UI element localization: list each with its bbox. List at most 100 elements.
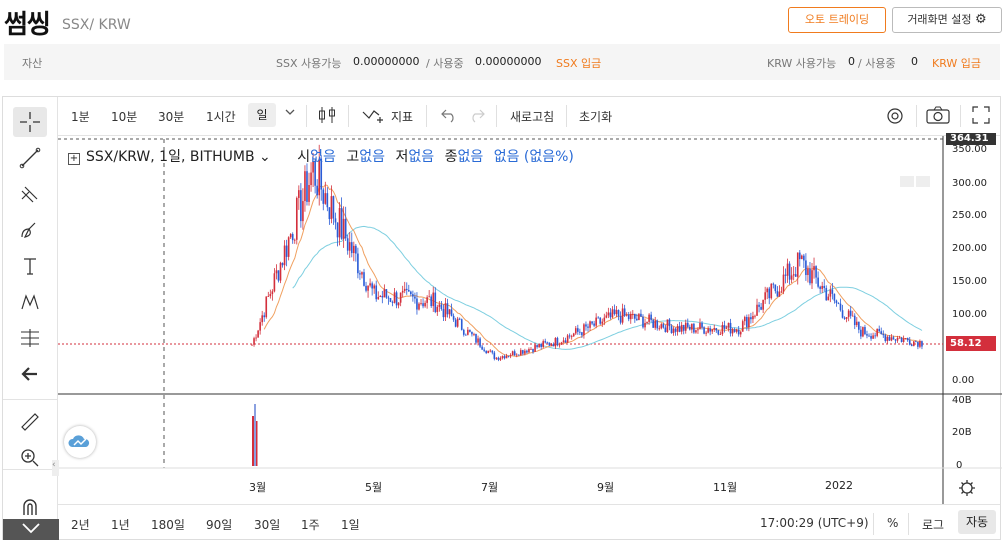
- candle-body: [389, 298, 392, 302]
- camera-icon[interactable]: [926, 106, 950, 127]
- undo-icon[interactable]: [440, 107, 458, 126]
- chart-settings-gear-icon[interactable]: [884, 105, 906, 130]
- auto-trading-button[interactable]: 오토 트레이딩: [788, 7, 886, 33]
- brush-tool[interactable]: [13, 215, 47, 245]
- pattern-tool[interactable]: [13, 287, 47, 317]
- pitchfork-tool[interactable]: [13, 179, 47, 209]
- candle-body: [756, 304, 758, 316]
- collapse-toolbar-button[interactable]: [3, 519, 59, 540]
- candle-body: [422, 303, 424, 307]
- candle-body: [668, 319, 671, 327]
- legend-symbol-chevron-icon[interactable]: ⌄: [254, 149, 271, 165]
- candle-body: [809, 268, 811, 284]
- candle-body: [666, 319, 669, 333]
- auto-scale-toggle[interactable]: 자동: [958, 510, 996, 534]
- candle-body: [607, 312, 610, 316]
- trendline-tool[interactable]: [13, 143, 47, 173]
- range-180d[interactable]: 180일: [151, 518, 185, 532]
- range-90d[interactable]: 90일: [206, 518, 233, 532]
- candle-body: [678, 325, 681, 332]
- candle-body: [291, 234, 294, 241]
- candle-body: [452, 315, 455, 320]
- candle-body: [611, 309, 614, 318]
- candle-body: [752, 315, 754, 320]
- range-1w[interactable]: 1주: [301, 518, 320, 532]
- reset-button[interactable]: 초기화: [579, 110, 613, 124]
- price-axis[interactable]: 350.00 300.00 250.00 200.00 150.00 100.0…: [946, 136, 1002, 394]
- ssx-deposit-link[interactable]: SSX 입금: [556, 57, 602, 70]
- logo-icon[interactable]: [64, 426, 96, 458]
- log-toggle[interactable]: 로그: [922, 518, 945, 532]
- candle-body: [805, 260, 807, 276]
- price-chart[interactable]: [58, 136, 1002, 504]
- candle-body: [766, 288, 769, 293]
- legend-collapse-button[interactable]: [900, 176, 914, 187]
- percent-toggle[interactable]: %: [887, 516, 899, 530]
- volume-bar: [256, 421, 258, 466]
- candle-body: [300, 190, 302, 222]
- candle-body: [890, 337, 893, 341]
- range-1d[interactable]: 1일: [341, 518, 360, 532]
- candle-body: [676, 325, 679, 332]
- legend-symbol[interactable]: SSX/KRW, 1일, BITHUMB: [86, 149, 255, 165]
- range-30d[interactable]: 30일: [254, 518, 281, 532]
- candle-body: [515, 354, 518, 356]
- range-1y[interactable]: 1년: [111, 518, 130, 532]
- volume-axis[interactable]: 40B 20B 0: [946, 394, 1002, 471]
- krw-inuse-value: 0: [911, 55, 918, 68]
- candle-body: [839, 303, 842, 311]
- candle-body: [886, 336, 889, 342]
- candle-body: [733, 329, 736, 332]
- interval-30m[interactable]: 30분: [158, 110, 185, 124]
- collapse-pane-handle[interactable]: ‹: [52, 460, 59, 476]
- candle-body: [426, 297, 428, 303]
- candle-body: [870, 336, 872, 339]
- drawing-toolbar: [3, 97, 59, 540]
- candle-body: [648, 314, 650, 322]
- candle-body: [664, 327, 667, 333]
- redo-icon[interactable]: [468, 107, 486, 126]
- candle-body: [460, 319, 463, 330]
- legend-change-value: 없음 (없음%): [493, 149, 574, 165]
- axis-settings-icon[interactable]: [958, 479, 976, 501]
- candle-body: [627, 314, 630, 320]
- candle-body: [674, 328, 677, 332]
- interval-dropdown-chevron-icon[interactable]: [284, 106, 296, 121]
- ruler-tool[interactable]: [13, 407, 47, 437]
- candle-body: [880, 331, 883, 334]
- indicators-button[interactable]: 지표: [391, 110, 414, 124]
- legend-low-value: 없음: [408, 149, 435, 165]
- fullscreen-icon[interactable]: [972, 106, 990, 127]
- candle-body: [420, 303, 422, 304]
- candle-body: [670, 326, 673, 334]
- screen-settings-button[interactable]: 거래화면 설정 ⚙: [892, 7, 1002, 33]
- time-axis[interactable]: 3월 5월 7월 9월 11월 2022: [58, 479, 944, 499]
- magnet-tool[interactable]: [13, 493, 47, 523]
- candle-body: [915, 341, 917, 343]
- legend-hide-button[interactable]: [916, 176, 930, 187]
- legend-expand-icon[interactable]: +: [68, 153, 80, 165]
- zoom-tool[interactable]: [13, 443, 47, 473]
- range-2y[interactable]: 2년: [71, 518, 90, 532]
- candle-body: [892, 337, 895, 340]
- text-tool[interactable]: [13, 251, 47, 281]
- clock[interactable]: 17:00:29 (UTC+9): [760, 516, 869, 530]
- candlestick-icon[interactable]: [318, 105, 336, 128]
- indicators-icon[interactable]: [362, 106, 386, 127]
- interval-1h[interactable]: 1시간: [206, 110, 236, 124]
- candle-body: [519, 350, 522, 356]
- candle-body: [737, 329, 740, 335]
- crosshair-tool[interactable]: [13, 107, 47, 137]
- candle-body: [528, 349, 530, 353]
- back-arrow-tool[interactable]: [13, 359, 47, 389]
- candle-body: [410, 291, 412, 295]
- candle-body: [462, 329, 465, 335]
- krw-deposit-link[interactable]: KRW 입금: [932, 57, 982, 70]
- interval-1d-selected[interactable]: 일: [248, 103, 276, 127]
- refresh-button[interactable]: 새로고침: [510, 110, 555, 124]
- candle-body: [695, 330, 697, 333]
- measure-range-tool[interactable]: [13, 323, 47, 353]
- interval-1m[interactable]: 1분: [71, 110, 90, 124]
- interval-10m[interactable]: 10분: [111, 110, 138, 124]
- candle-body: [338, 208, 341, 238]
